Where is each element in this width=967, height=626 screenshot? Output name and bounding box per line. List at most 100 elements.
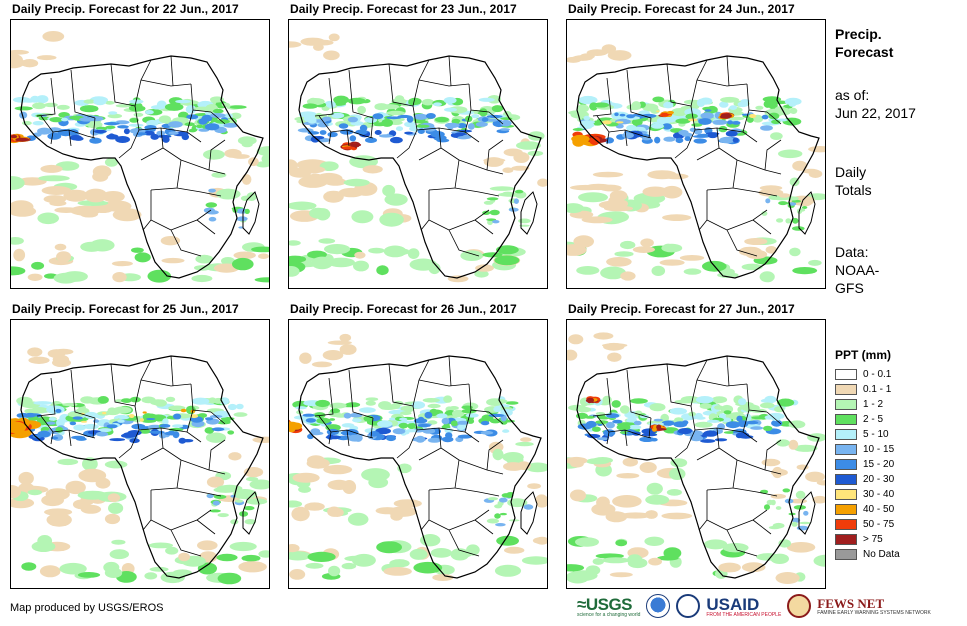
precip-patch: [641, 113, 657, 118]
precip-patch: [413, 113, 428, 120]
precip-patch: [648, 557, 662, 566]
legend-swatch: [835, 444, 857, 455]
precip-patch: [129, 118, 139, 123]
legend-title: PPT (mm): [835, 348, 892, 362]
precip-patch: [795, 490, 806, 499]
precip-patch: [180, 408, 187, 413]
precip-patch: [93, 129, 107, 134]
precip-patch: [712, 119, 728, 125]
madagascar-coastline: [520, 191, 538, 235]
precip-patch: [443, 97, 457, 104]
precip-patch: [698, 118, 712, 125]
country-border: [142, 519, 152, 531]
precip-patch: [662, 123, 672, 130]
precip-patch: [186, 114, 199, 120]
precip-patch: [755, 105, 764, 110]
precip-patch: [156, 130, 166, 136]
precip-patch: [71, 435, 86, 440]
legend-label: 10 - 15: [863, 444, 895, 455]
precip-patch: [568, 334, 584, 345]
precip-patch: [311, 361, 333, 368]
precip-patch: [291, 506, 310, 522]
precip-patch: [792, 517, 801, 523]
precip-patch: [661, 420, 675, 426]
precip-patch: [390, 136, 403, 144]
precip-patch: [427, 403, 441, 409]
precip-patch: [89, 239, 115, 252]
precip-patch: [217, 513, 229, 518]
precip-patch: [103, 122, 120, 126]
precip-patch: [254, 277, 269, 283]
country-border: [140, 147, 164, 161]
precip-patch: [154, 399, 167, 407]
precip-patch: [521, 556, 547, 565]
precip-patch: [749, 114, 757, 118]
precip-patch: [714, 405, 724, 410]
precip-patch: [758, 188, 784, 197]
precip-patch: [227, 430, 235, 435]
country-border: [766, 111, 782, 125]
country-border: [726, 509, 768, 531]
precip-patch: [493, 406, 502, 413]
precip-patch: [368, 247, 385, 254]
country-border: [134, 105, 188, 133]
precip-patch: [503, 462, 525, 471]
precip-patch: [359, 407, 376, 413]
precip-patch: [567, 349, 578, 361]
precip-patch: [479, 108, 488, 117]
precip-patch: [341, 423, 355, 428]
precip-patch: [719, 136, 736, 144]
precip-patch: [805, 471, 825, 482]
precip-patch: [567, 564, 585, 572]
country-border: [666, 63, 692, 107]
precip-patch: [349, 135, 357, 142]
precip-patch: [719, 101, 729, 108]
precip-patch: [627, 554, 643, 566]
panel-title: Daily Precip. Forecast for 27 Jun., 2017: [568, 302, 795, 316]
precip-patch: [39, 565, 61, 578]
precip-patch: [93, 419, 100, 423]
side-title-line1: Precip.: [835, 26, 882, 42]
precip-patch: [602, 557, 630, 564]
precip-patch: [656, 110, 660, 113]
africa-coastline: [298, 355, 542, 579]
precip-patch: [310, 428, 321, 435]
precip-patch: [485, 118, 498, 122]
country-border: [448, 55, 452, 87]
precip-patch: [609, 190, 628, 202]
precip-patch: [670, 458, 688, 468]
legend-item: 0.1 - 1: [835, 382, 900, 397]
country-border: [726, 355, 730, 387]
precip-patch: [778, 201, 788, 206]
country-border: [696, 379, 748, 387]
data-source-line2: NOAA-: [835, 262, 880, 278]
precip-patch: [310, 136, 320, 143]
precip-patch: [341, 146, 356, 150]
country-border: [626, 369, 652, 419]
precip-patch: [307, 455, 325, 466]
country-border: [118, 129, 140, 159]
precip-patch: [185, 105, 197, 114]
precip-patch: [389, 417, 396, 421]
country-border: [448, 529, 480, 557]
panel-title: Daily Precip. Forecast for 23 Jun., 2017: [290, 2, 517, 16]
precip-patch: [393, 499, 422, 508]
precip-patch: [131, 247, 144, 253]
country-border: [412, 405, 466, 433]
country-border: [454, 487, 500, 497]
precip-patch: [663, 547, 682, 559]
precip-patch: [328, 565, 341, 577]
precip-patch: [711, 396, 728, 404]
precip-patch: [457, 434, 473, 439]
precip-patch: [567, 203, 584, 214]
country-border: [314, 77, 334, 117]
precip-patch: [172, 424, 184, 428]
precip-patch: [422, 398, 440, 403]
country-border: [140, 79, 192, 87]
precip-patch: [760, 402, 775, 409]
precip-patch: [759, 271, 775, 283]
precip-patch: [663, 101, 674, 109]
precip-patch: [84, 411, 99, 420]
precip-patch: [139, 418, 144, 422]
precip-patch: [213, 397, 223, 404]
